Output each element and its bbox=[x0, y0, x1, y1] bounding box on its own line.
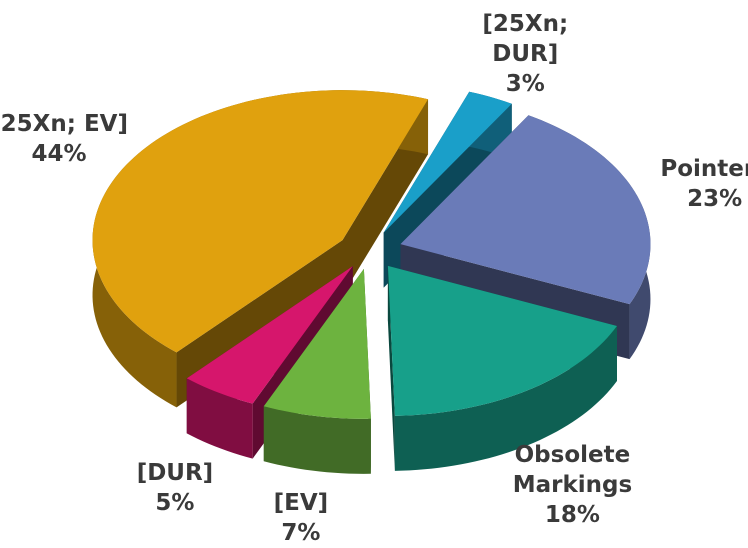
value-label: 3% bbox=[505, 70, 545, 97]
slice bbox=[92, 90, 429, 353]
value-label: 7% bbox=[281, 520, 321, 547]
value-label: 5% bbox=[155, 489, 195, 516]
value-label: 18% bbox=[544, 502, 600, 529]
category-label: [EV] bbox=[273, 490, 329, 517]
slice-label: [DUR] 5% bbox=[100, 458, 250, 518]
slice bbox=[383, 91, 512, 233]
category-label: [25Xn; EV] bbox=[0, 110, 128, 137]
slice-label: [25Xn; DUR] 3% bbox=[450, 9, 600, 99]
slice bbox=[186, 266, 353, 404]
value-label: 44% bbox=[31, 140, 87, 167]
slice-label: Obsolete Markings 18% bbox=[497, 440, 647, 530]
category-label: [DUR] bbox=[136, 459, 214, 486]
category-label: Pointers bbox=[660, 155, 748, 182]
slice bbox=[387, 265, 617, 416]
slice-label: [25Xn; EV] 44% bbox=[0, 109, 134, 169]
category-label: [25Xn; DUR] bbox=[482, 10, 569, 67]
slice-label: Pointers 23% bbox=[640, 154, 748, 214]
slice-side bbox=[394, 325, 617, 471]
category-label: Obsolete Markings bbox=[512, 442, 633, 499]
slice-side bbox=[186, 378, 253, 459]
slice bbox=[263, 268, 371, 419]
slice-side bbox=[263, 406, 371, 474]
value-label: 23% bbox=[687, 185, 743, 212]
slice bbox=[400, 115, 651, 305]
slice-side bbox=[387, 265, 395, 471]
slice-label: [EV] 7% bbox=[226, 488, 376, 548]
